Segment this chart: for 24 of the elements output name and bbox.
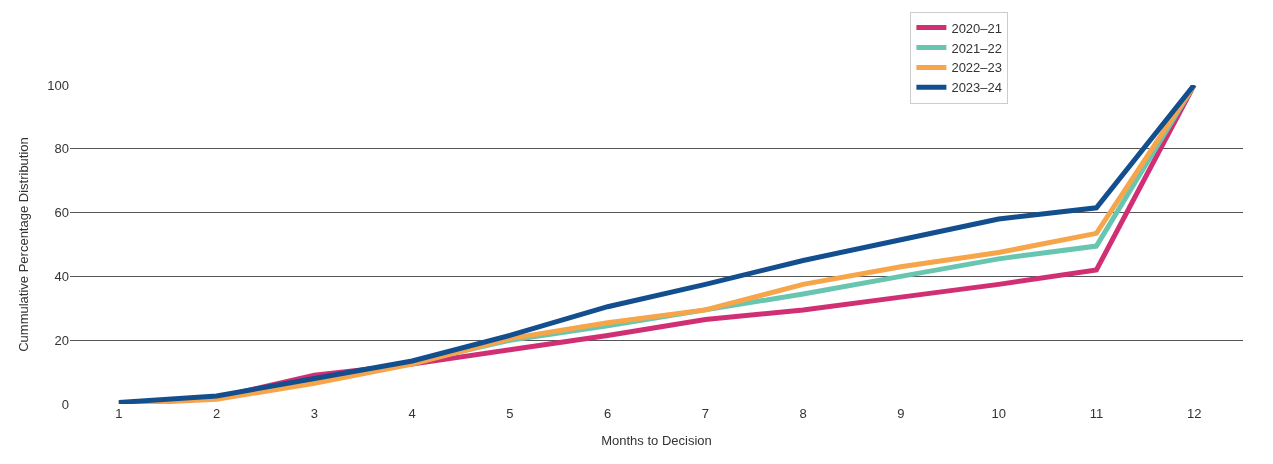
y-tick-label: 80 (54, 141, 69, 157)
x-tick-label: 11 (1089, 406, 1104, 421)
x-tick-label: 7 (701, 406, 709, 421)
legend-label: 2020–21 (951, 20, 1003, 36)
x-tick-label: 3 (310, 406, 318, 421)
y-tick-label: 20 (54, 332, 69, 348)
x-tick-label: 5 (506, 406, 514, 421)
x-tick-label: 6 (604, 406, 612, 421)
y-tick-label: 100 (47, 77, 69, 93)
x-tick-label: 12 (1186, 406, 1202, 421)
x-tick-label: 1 (115, 406, 123, 421)
legend-label: 2022–23 (951, 60, 1003, 76)
x-tick-label: 10 (991, 406, 1006, 421)
x-tick-label: 8 (799, 406, 807, 421)
legend-label: 2023–24 (951, 80, 1003, 96)
x-tick-label: 4 (408, 406, 416, 421)
y-tick-label: 60 (54, 205, 69, 221)
x-tick-label: 9 (897, 406, 905, 421)
legend-label: 2021–22 (951, 40, 1003, 56)
y-tick-label: 40 (54, 268, 69, 284)
x-axis-title: Months to Decision (601, 432, 712, 448)
x-tick-label: 2 (213, 406, 221, 421)
y-tick-label: 0 (61, 396, 69, 412)
y-axis-title: Cummulative Percentage Distribution (16, 137, 32, 352)
